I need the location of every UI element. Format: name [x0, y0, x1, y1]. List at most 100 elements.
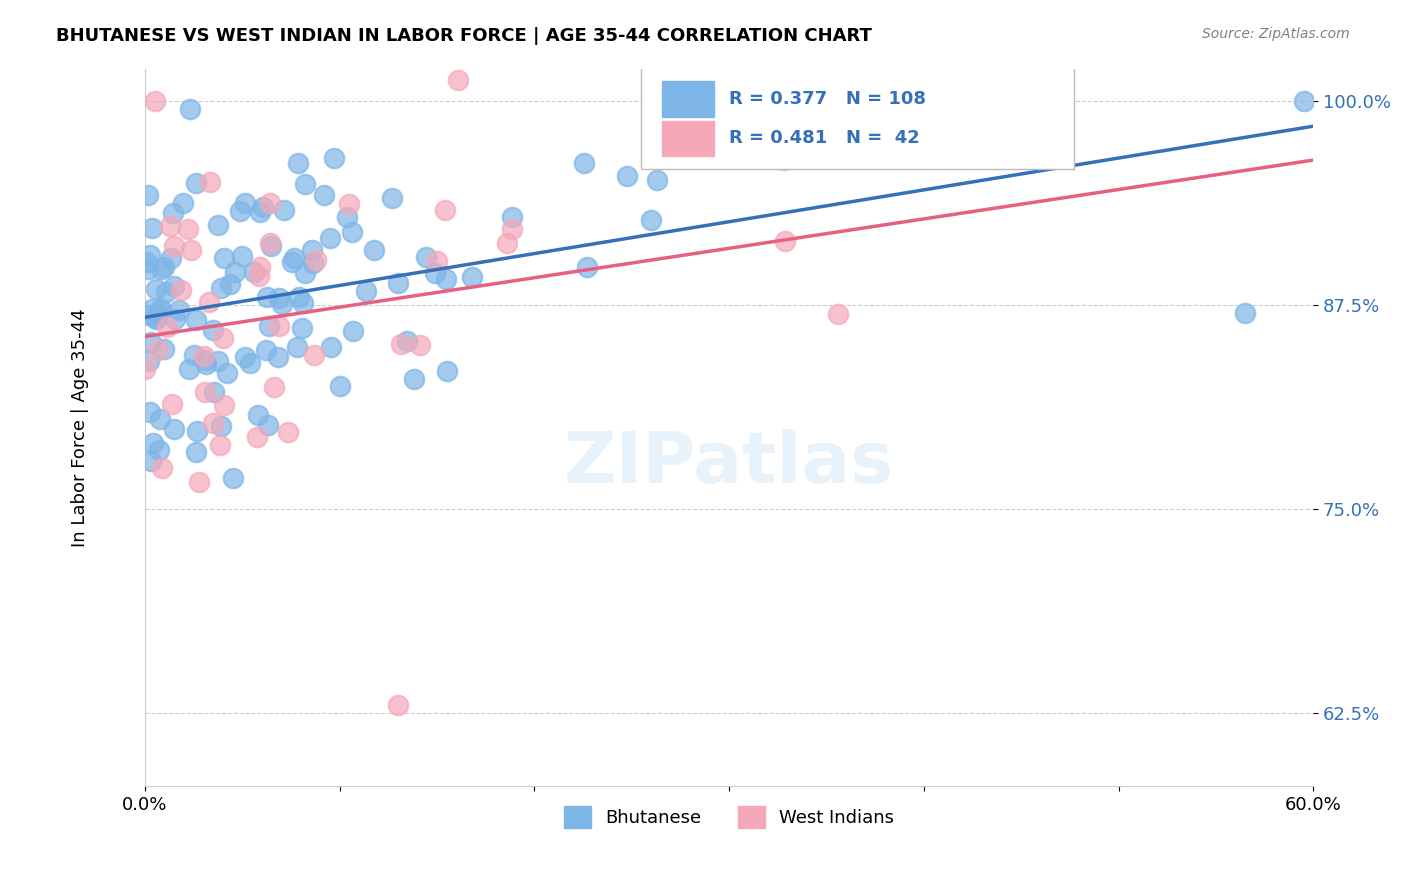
Point — [139, 405, 162, 419]
Point — [233, 196, 256, 211]
Point — [179, 103, 201, 117]
Point — [277, 425, 299, 439]
Point — [645, 173, 668, 187]
Point — [436, 364, 458, 378]
Point — [302, 348, 325, 362]
Point — [212, 251, 235, 265]
Point — [180, 243, 202, 257]
Point — [209, 438, 232, 452]
Point — [572, 156, 595, 170]
Point — [575, 260, 598, 275]
Point — [501, 210, 523, 224]
Point — [827, 307, 849, 321]
Point — [139, 334, 162, 349]
Point — [259, 196, 281, 211]
Point — [260, 238, 283, 252]
Point — [447, 73, 470, 87]
Point — [163, 278, 186, 293]
FancyBboxPatch shape — [662, 121, 714, 156]
Point — [305, 252, 328, 267]
Point — [142, 436, 165, 450]
Point — [775, 234, 797, 248]
Point — [229, 203, 252, 218]
Point — [319, 231, 342, 245]
Text: R = 0.481   N =  42: R = 0.481 N = 42 — [730, 129, 920, 147]
Point — [159, 219, 181, 233]
Point — [167, 303, 190, 318]
Point — [616, 169, 638, 184]
Point — [149, 301, 172, 316]
Point — [163, 239, 186, 253]
Point — [339, 197, 361, 211]
Point — [426, 254, 449, 268]
Point — [160, 397, 183, 411]
Text: Source: ZipAtlas.com: Source: ZipAtlas.com — [1202, 27, 1350, 41]
Point — [172, 195, 194, 210]
Point — [387, 698, 409, 712]
Point — [143, 94, 166, 108]
Point — [281, 255, 304, 269]
Point — [335, 210, 357, 224]
Point — [1234, 306, 1257, 320]
Point — [249, 260, 271, 274]
Point — [165, 311, 187, 326]
Point — [179, 362, 201, 376]
Point — [222, 471, 245, 485]
Point — [249, 205, 271, 219]
Point — [194, 384, 217, 399]
Point — [146, 343, 169, 357]
Point — [150, 262, 173, 277]
Point — [254, 343, 277, 358]
Point — [186, 313, 208, 327]
Point — [162, 206, 184, 220]
Point — [148, 442, 170, 457]
Point — [263, 380, 285, 394]
Point — [288, 290, 311, 304]
Point — [287, 156, 309, 170]
Point — [134, 362, 156, 376]
Text: BHUTANESE VS WEST INDIAN IN LABOR FORCE | AGE 35-44 CORRELATION CHART: BHUTANESE VS WEST INDIAN IN LABOR FORCE … — [56, 27, 872, 45]
Point — [156, 320, 179, 334]
Point — [381, 191, 404, 205]
Point — [138, 308, 160, 322]
Point — [434, 272, 457, 286]
Point — [207, 218, 229, 232]
Point — [271, 297, 294, 311]
Point — [231, 249, 253, 263]
Point — [194, 353, 217, 368]
Point — [202, 323, 225, 337]
Point — [342, 325, 364, 339]
Point — [294, 177, 316, 191]
Point — [163, 422, 186, 436]
Point — [150, 460, 173, 475]
Point — [1292, 94, 1315, 108]
Y-axis label: In Labor Force | Age 35-44: In Labor Force | Age 35-44 — [72, 309, 89, 547]
Point — [329, 378, 352, 392]
Point — [409, 338, 432, 352]
Point — [138, 261, 160, 276]
Point — [434, 202, 457, 217]
Point — [246, 408, 269, 422]
Point — [141, 301, 163, 316]
Point — [269, 318, 291, 333]
Point — [301, 243, 323, 257]
Point — [501, 221, 523, 235]
Point — [461, 270, 484, 285]
Point — [187, 475, 209, 489]
FancyBboxPatch shape — [662, 81, 714, 117]
Point — [209, 419, 232, 434]
Point — [155, 285, 177, 299]
Point — [495, 236, 517, 251]
Point — [193, 349, 215, 363]
Point — [267, 351, 290, 365]
Point — [423, 266, 446, 280]
Point — [363, 243, 385, 257]
Point — [200, 175, 222, 189]
Point — [149, 303, 172, 318]
Point — [136, 188, 159, 202]
Point — [294, 266, 316, 280]
Text: R = 0.377   N = 108: R = 0.377 N = 108 — [730, 90, 927, 108]
Point — [153, 342, 176, 356]
Point — [396, 334, 419, 349]
Point — [285, 340, 308, 354]
